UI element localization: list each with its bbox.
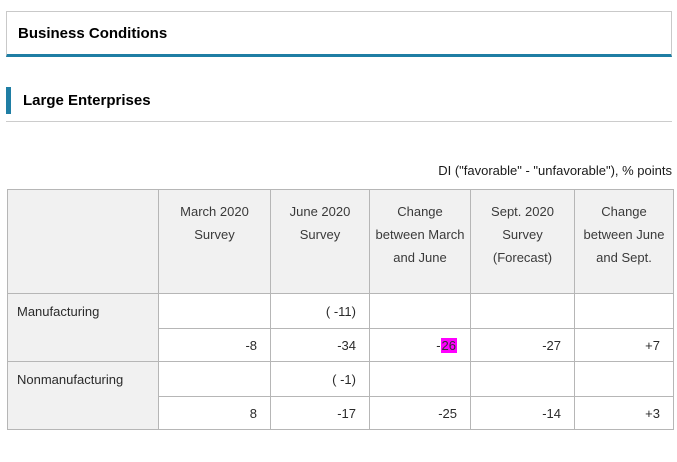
cell-nonmanufacturing-paren-sept (470, 361, 575, 397)
section-heading: Large Enterprises (6, 87, 672, 122)
minus-sign: - (436, 337, 441, 353)
column-header-change-june-sept: Change between June and Sept. (574, 189, 674, 294)
cell-manufacturing-paren-march (158, 293, 271, 329)
page-title-box: Business Conditions (6, 11, 672, 57)
cell-manufacturing-change-mj: -26 (369, 328, 471, 362)
page-title: Business Conditions (18, 25, 168, 42)
unit-note: DI ("favorable" - "unfavorable"), % poin… (438, 163, 672, 178)
column-header-june-2020-survey: June 2020 Survey (270, 189, 370, 294)
cell-manufacturing-march: -8 (158, 328, 271, 362)
cell-manufacturing-paren-change-mj (369, 293, 471, 329)
table-row-nonmanufacturing-values: 8 -17 -25 -14 +3 (8, 396, 674, 430)
column-header-blank (7, 189, 159, 294)
cell-nonmanufacturing-paren-change-mj (369, 361, 471, 397)
table-row-manufacturing-values: -8 -34 -26 -27 +7 (8, 328, 674, 362)
accent-bar (6, 87, 11, 114)
column-header-march-2020-survey: March 2020 Survey (158, 189, 271, 294)
cell-nonmanufacturing-change-js: +3 (574, 396, 674, 430)
row-label-nonmanufacturing: Nonmanufacturing (7, 361, 159, 430)
cell-nonmanufacturing-june: -17 (270, 396, 370, 430)
cell-nonmanufacturing-sept: -14 (470, 396, 575, 430)
page-root: { "page": { "title": "Business Condition… (0, 11, 677, 462)
cell-nonmanufacturing-paren-march (158, 361, 271, 397)
section-title: Large Enterprises (23, 92, 151, 109)
table-header-row: March 2020 Survey June 2020 Survey Chang… (7, 189, 674, 294)
cell-manufacturing-sept: -27 (470, 328, 575, 362)
cell-manufacturing-change-js: +7 (574, 328, 674, 362)
highlighted-value: 26 (440, 337, 457, 353)
cell-manufacturing-paren-june: ( -11) (270, 293, 370, 329)
cell-nonmanufacturing-paren-june: ( -1) (270, 361, 370, 397)
row-label-manufacturing: Manufacturing (7, 293, 159, 362)
column-header-change-march-june: Change between March and June (369, 189, 471, 294)
table-row-nonmanufacturing-paren: Nonmanufacturing ( -1) (7, 361, 674, 430)
di-table: March 2020 Survey June 2020 Survey Chang… (7, 189, 674, 430)
cell-manufacturing-paren-sept (470, 293, 575, 329)
cell-nonmanufacturing-march: 8 (158, 396, 271, 430)
column-header-sept-2020-survey-forecast: Sept. 2020 Survey (Forecast) (470, 189, 575, 294)
table-row-manufacturing-paren: Manufacturing ( -11) (7, 293, 674, 362)
cell-manufacturing-june: -34 (270, 328, 370, 362)
cell-nonmanufacturing-change-mj: -25 (369, 396, 471, 430)
cell-nonmanufacturing-paren-change-js (574, 361, 674, 397)
cell-manufacturing-paren-change-js (574, 293, 674, 329)
